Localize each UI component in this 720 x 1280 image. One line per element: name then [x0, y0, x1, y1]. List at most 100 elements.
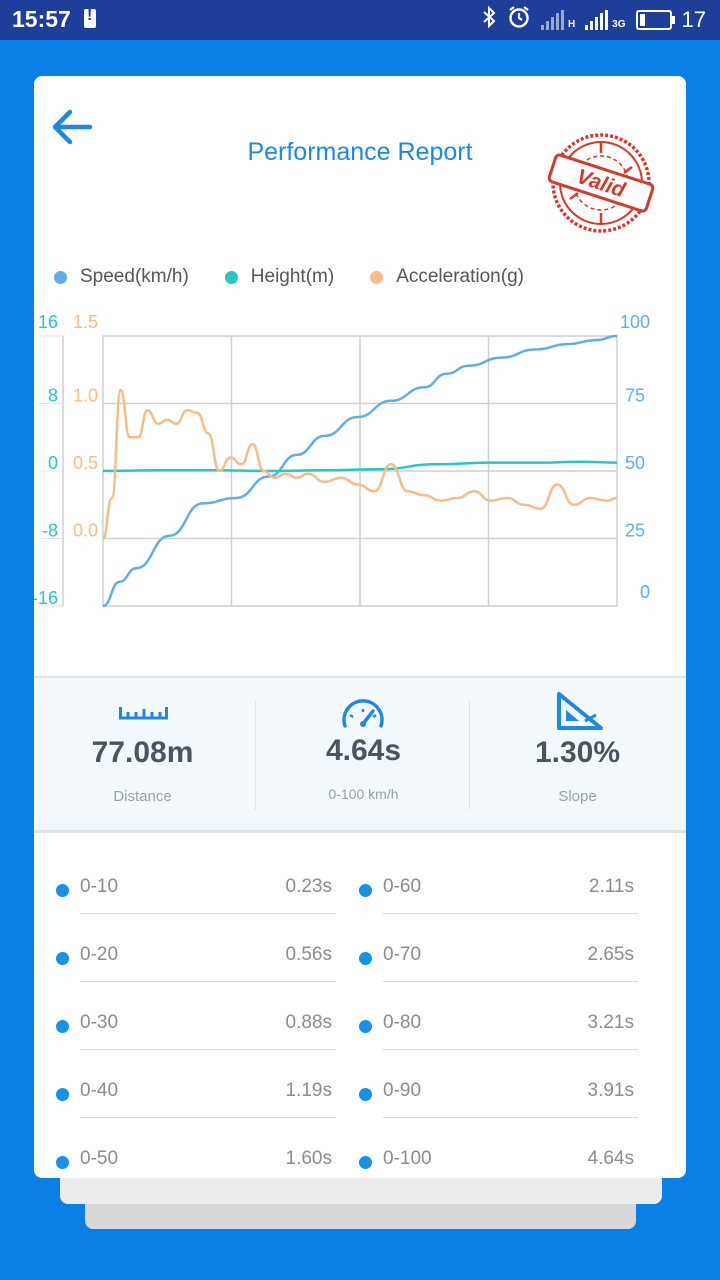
height-tick-label: 8: [48, 386, 58, 406]
alert-icon: [84, 7, 96, 28]
height-tick-label: 16: [38, 312, 58, 332]
speed-tick-label: 25: [625, 521, 645, 541]
chart-legend: Speed(km/h) Height(m) Acceleration(g): [54, 266, 560, 288]
stat-divider: [469, 700, 470, 810]
legend-dot-icon: [224, 270, 238, 284]
alarm-icon: [507, 5, 531, 35]
acceleration-tick-label: 1.0: [73, 386, 98, 406]
signal-icon-sim1: H: [540, 10, 576, 30]
split-time-value: 2.65s: [587, 944, 634, 965]
status-bar: 15:57 H 3G 17: [0, 0, 720, 40]
row-divider: [80, 913, 336, 914]
network-type-label: H: [567, 19, 576, 30]
split-range-label: 0-90: [383, 1080, 422, 1101]
bullet-dot-icon: [56, 1088, 69, 1101]
stats-panel: 77.08m Distance 4.64s 0-100 km/h: [34, 676, 686, 833]
split-time-value: 0.56s: [285, 944, 332, 965]
network-type-label-2: 3G: [612, 19, 626, 30]
bullet-dot-icon: [56, 884, 69, 897]
stat-acceleration-time: 4.64s 0-100 km/h: [255, 678, 472, 830]
status-icons: H 3G 17: [481, 5, 706, 35]
row-divider: [383, 981, 638, 982]
split-range-label: 0-100: [383, 1148, 432, 1169]
split-times-left: 0-10 0.23s 0-20 0.56s 0-30 0.88s 0-40 1.19s 0-50…: [56, 846, 336, 1178]
split-time-row: 0-30 0.88s: [56, 982, 336, 1050]
bullet-dot-icon: [56, 952, 69, 965]
bullet-dot-icon: [359, 884, 372, 897]
series-line-speed: [102, 334, 618, 608]
height-tick-label: -8: [42, 521, 58, 541]
status-time: 15:57: [12, 6, 71, 32]
valid-stamp: Valid: [546, 131, 656, 236]
split-time-row: 0-60 2.11s: [359, 846, 638, 914]
speed-tick-label: 0: [640, 582, 650, 602]
series-line-height: [102, 460, 618, 473]
bluetooth-icon: [481, 5, 497, 34]
row-divider: [383, 913, 638, 914]
acceleration-tick-label: 0.0: [73, 521, 98, 541]
split-range-label: 0-80: [383, 1012, 422, 1033]
split-time-row: 0-50 1.60s: [56, 1118, 332, 1178]
acceleration-tick-label: 1.5: [73, 312, 98, 332]
stat-divider: [255, 700, 256, 810]
split-time-row: 0-20 0.56s: [56, 914, 336, 982]
split-time-row: 0-40 1.19s: [56, 1050, 336, 1118]
legend-dot-icon: [54, 270, 67, 284]
acceleration-time-label: 0-100 km/h: [328, 786, 399, 802]
split-time-value: 1.60s: [285, 1148, 332, 1169]
legend-item: Height(m): [224, 266, 335, 288]
height-tick-label: -16: [34, 588, 58, 608]
bullet-dot-icon: [359, 952, 372, 965]
stat-distance: 77.08m Distance: [34, 678, 251, 830]
legend-item: Speed(km/h): [54, 266, 189, 288]
slope-value: 1.30%: [534, 736, 621, 769]
performance-chart: 16 8 0 -8 -16 1.5 1.0 0.5 0.0 100 75 50 25 0: [34, 312, 650, 608]
split-range-label: 0-10: [80, 876, 119, 897]
split-time-row: 0-10 0.23s: [56, 846, 336, 914]
row-divider: [383, 1049, 638, 1050]
split-range-label: 0-30: [80, 1012, 119, 1033]
bullet-dot-icon: [359, 1088, 372, 1101]
row-divider: [80, 981, 336, 982]
split-range-label: 0-60: [383, 876, 422, 897]
legend-label: Height(m): [250, 266, 335, 287]
row-divider: [80, 1049, 336, 1050]
split-time-value: 0.23s: [285, 876, 332, 897]
acceleration-tick-label: 0.5: [73, 453, 98, 473]
distance-label: Distance: [113, 788, 172, 805]
split-range-label: 0-50: [80, 1148, 119, 1169]
split-time-row: 0-70 2.65s: [359, 914, 638, 982]
speed-tick-label: 100: [620, 312, 650, 332]
split-time-value: 1.19s: [285, 1080, 332, 1101]
split-time-value: 2.11s: [588, 876, 634, 897]
split-time-row: 0-100 4.64s: [359, 1118, 634, 1178]
bullet-dot-icon: [359, 1020, 372, 1033]
series-line-acceleration: [101, 388, 618, 540]
split-range-label: 0-20: [80, 944, 119, 965]
report-card: Performance Report Valid Speed(km/h) Heig…: [34, 76, 686, 1178]
height-tick-label: 0: [48, 453, 58, 473]
split-time-value: 0.88s: [285, 1012, 332, 1033]
battery-icon: [635, 10, 675, 30]
split-times-right: 0-60 2.11s 0-70 2.65s 0-80 3.21s 0-90 3.91s 0-10…: [359, 846, 638, 1178]
back-arrow-icon: [52, 109, 93, 145]
split-range-label: 0-70: [383, 944, 422, 965]
distance-value: 77.08m: [91, 736, 194, 769]
back-button[interactable]: [50, 106, 98, 148]
split-time-row: 0-80 3.21s: [359, 982, 638, 1050]
slope-icon: [469, 690, 686, 732]
split-time-value: 3.21s: [587, 1012, 634, 1033]
battery-level: 17: [681, 7, 706, 32]
ruler-icon: [34, 690, 251, 732]
legend-label: Acceleration(g): [396, 266, 524, 287]
split-range-label: 0-40: [80, 1080, 119, 1101]
bullet-dot-icon: [359, 1156, 372, 1169]
bullet-dot-icon: [56, 1156, 69, 1169]
speed-tick-label: 50: [625, 453, 645, 473]
row-divider: [80, 1117, 336, 1118]
split-time-value: 4.64s: [587, 1148, 634, 1169]
legend-item: Acceleration(g): [370, 266, 524, 288]
signal-icon-sim2: 3G: [585, 10, 626, 30]
speedometer-icon: [255, 690, 472, 732]
page-title: Performance Report: [247, 138, 473, 166]
